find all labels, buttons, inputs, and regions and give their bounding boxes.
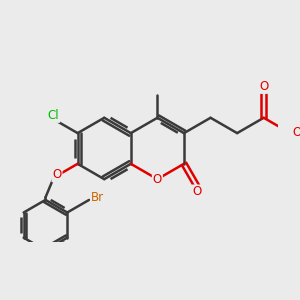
Text: O: O [192, 185, 202, 198]
Text: O: O [259, 80, 268, 93]
Text: O: O [292, 126, 300, 139]
Text: Cl: Cl [48, 109, 59, 122]
Text: O: O [52, 168, 62, 182]
Text: Br: Br [91, 191, 104, 204]
Text: O: O [153, 173, 162, 186]
